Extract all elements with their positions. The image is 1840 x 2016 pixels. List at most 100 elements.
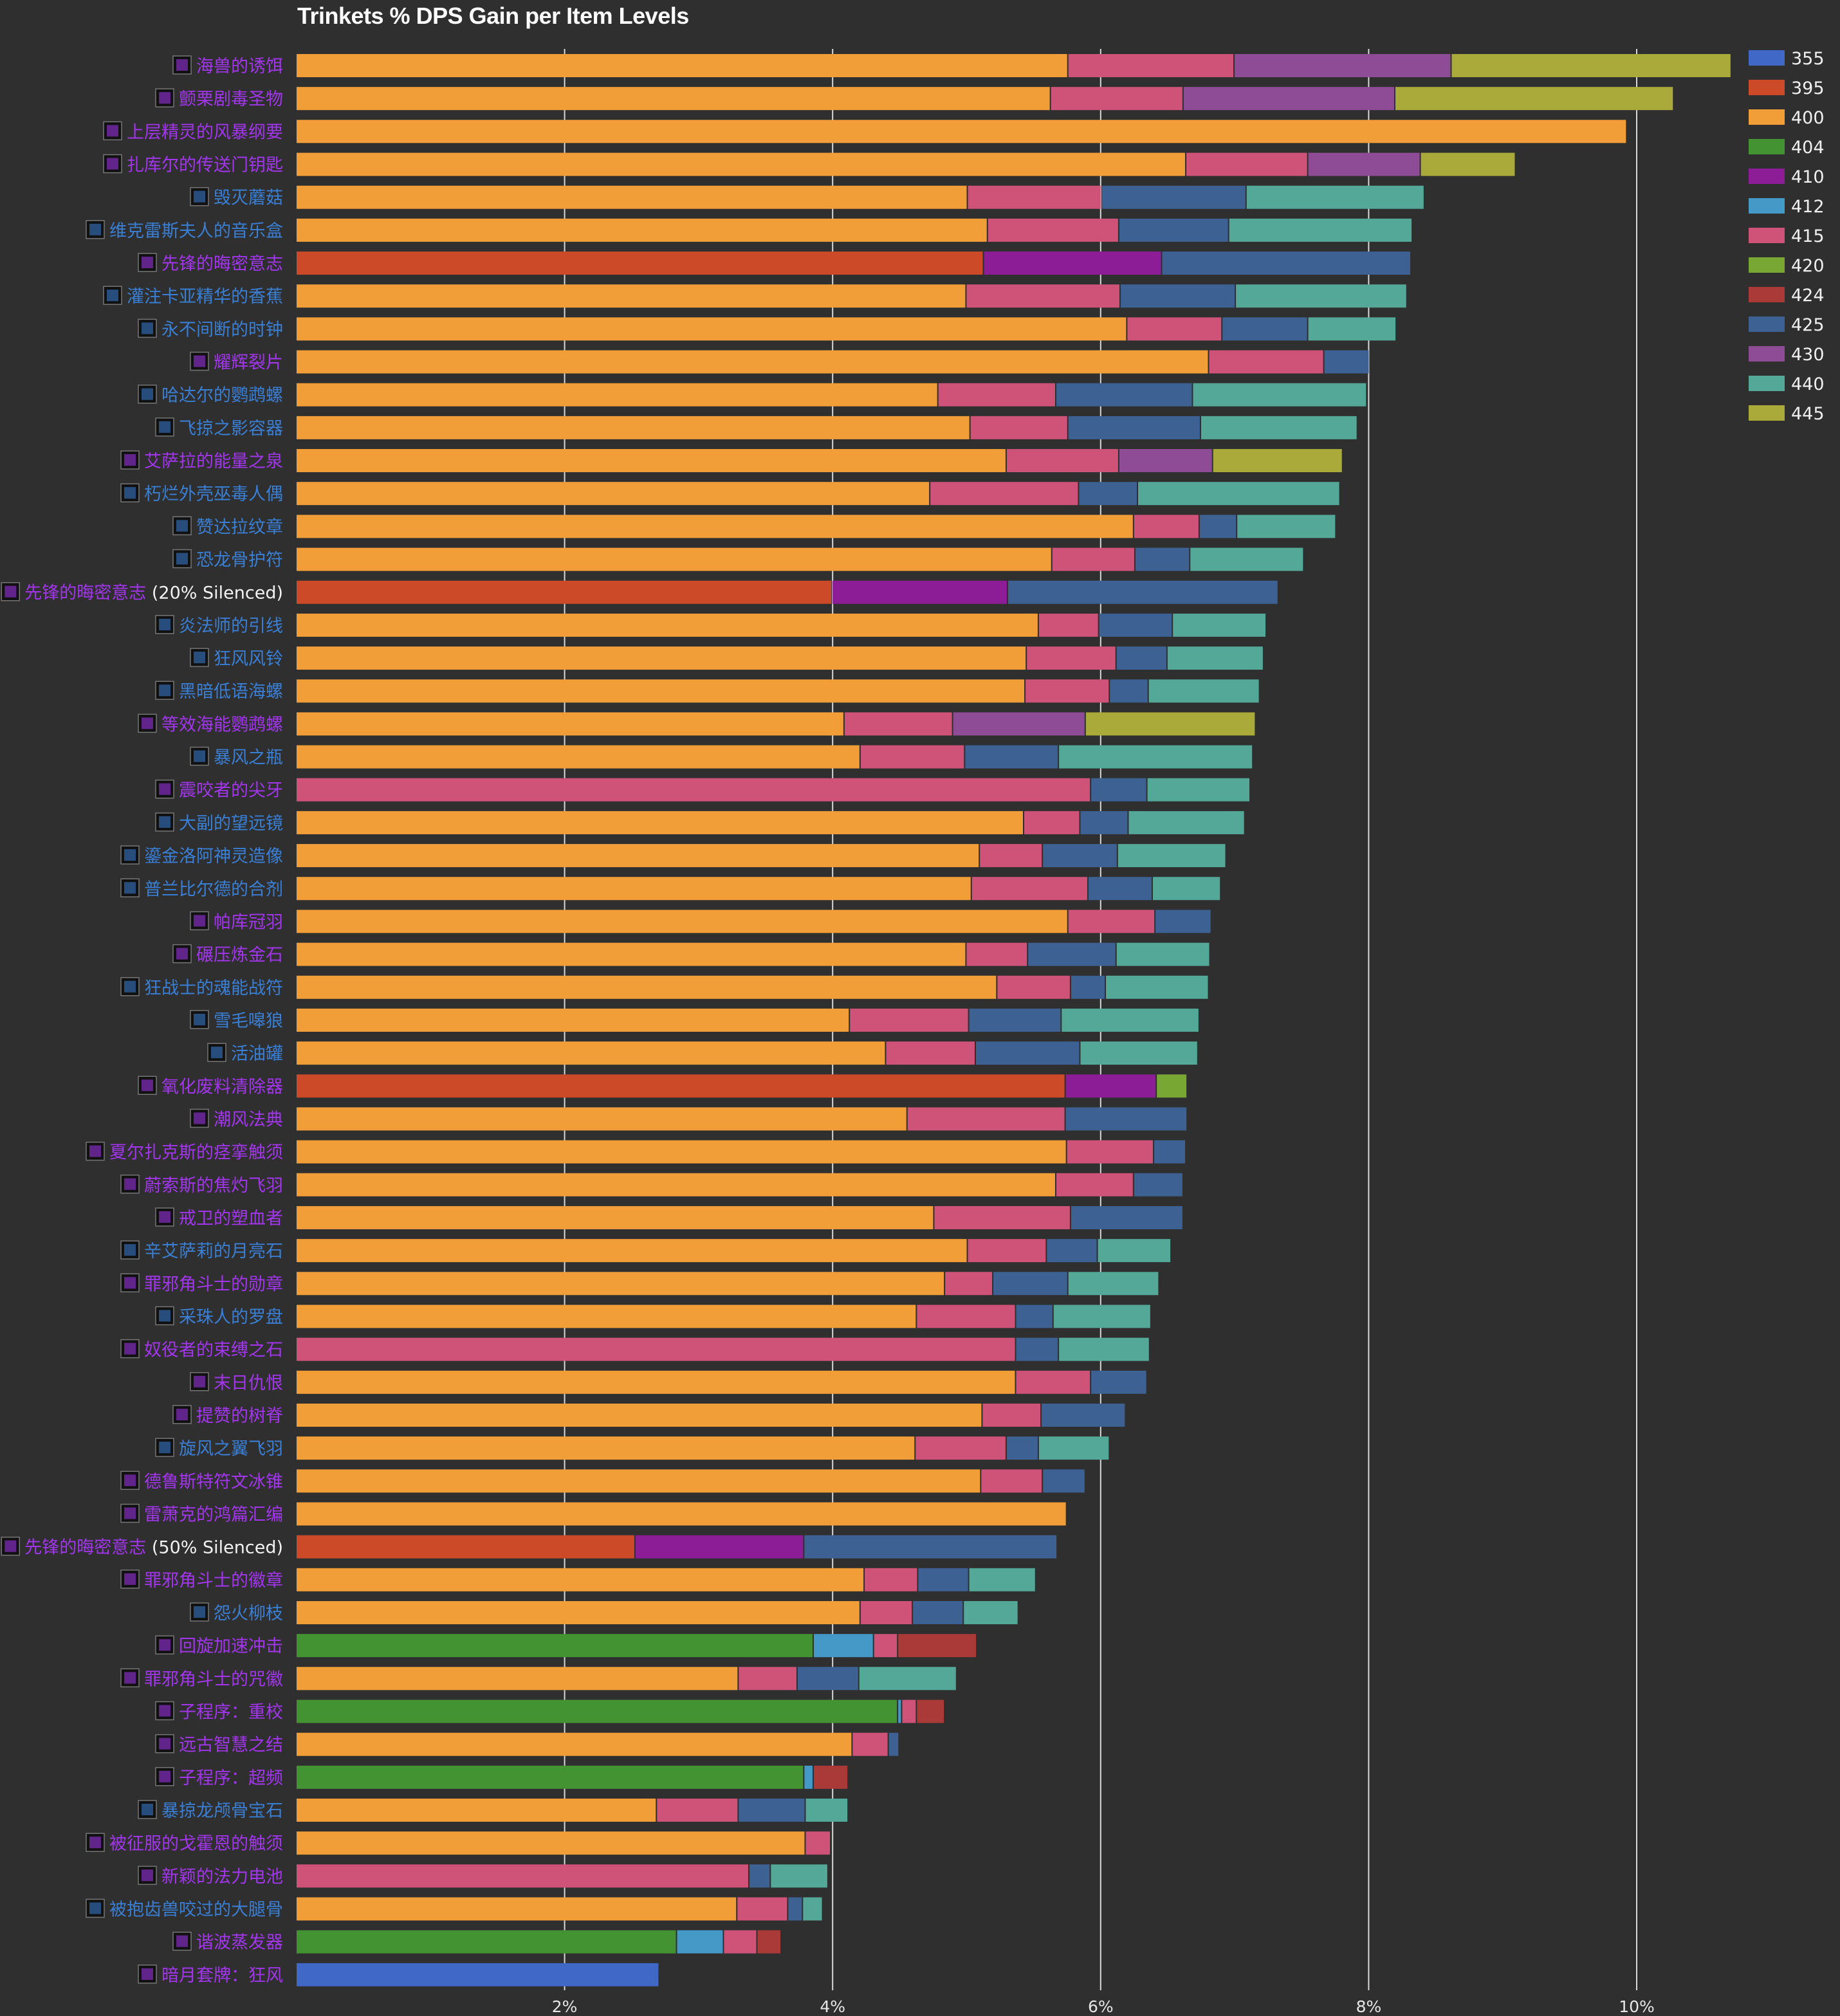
bar-segment-400 (297, 1239, 967, 1263)
item-name: 潮风法典 (214, 1110, 283, 1130)
bar-segment-400 (297, 1732, 852, 1756)
bar-segment-415 (1186, 152, 1307, 176)
bar-row (297, 580, 1278, 604)
bar-segment-425 (993, 1272, 1067, 1296)
legend-item-400: 400 (1749, 108, 1825, 128)
bar-row (297, 942, 1210, 966)
legend-label: 445 (1791, 404, 1825, 424)
howler-icon (190, 1010, 209, 1029)
bar-segment-440 (969, 1568, 1035, 1591)
bar-segment-425 (788, 1897, 802, 1921)
bar-segment-425 (1043, 1469, 1085, 1493)
bar-row (297, 1403, 1125, 1427)
item-name: 雷萧克的鸿篇汇编 (144, 1505, 283, 1525)
item-suffix: (50% Silenced) (146, 1538, 283, 1558)
badge-icon (120, 1570, 140, 1589)
bar-segment-415 (1068, 54, 1234, 77)
category-label: 等效海能鹦鹉螺 (161, 715, 283, 735)
feather-icon (120, 1175, 140, 1194)
bar-segment-425 (913, 1600, 963, 1624)
bar-row (297, 1205, 1182, 1229)
bar-segment-415 (844, 712, 952, 736)
bar-segment-445 (1395, 87, 1673, 111)
bar-segment-425 (1091, 1370, 1146, 1394)
bar-row (297, 1930, 780, 1954)
bar-segment-425 (1154, 1140, 1186, 1164)
bar-row (297, 547, 1303, 571)
bar-segment-400 (297, 1140, 1066, 1164)
bar-segment-415 (997, 975, 1070, 999)
bar-segment-400 (297, 350, 1208, 374)
portal-key-icon (103, 154, 122, 174)
item-name: 活油罐 (231, 1044, 283, 1064)
legend-swatch (1749, 287, 1785, 302)
bar-segment-415 (988, 218, 1118, 242)
bar-segment-425 (1016, 1337, 1058, 1361)
bar-segment-440 (1237, 515, 1336, 538)
item-name: 奴役者的束缚之石 (144, 1341, 283, 1361)
item-name: 毁灭蘑菇 (214, 188, 283, 208)
item-name: 德鲁斯特符文冰锥 (144, 1472, 283, 1492)
binding-stone-icon (120, 1339, 140, 1359)
legend-swatch (1749, 169, 1785, 184)
category-label: 艾萨拉的能量之泉 (144, 452, 283, 472)
legend-label: 355 (1791, 49, 1825, 69)
bar-segment-395 (297, 1074, 1065, 1098)
bar-segment-400 (297, 811, 1023, 834)
bar-row (297, 778, 1250, 802)
bar-segment-400 (297, 1831, 805, 1855)
bar-segment-440 (1173, 613, 1266, 637)
category-label: 永不间断的时钟 (161, 320, 283, 340)
circuit-icon (172, 1931, 192, 1951)
bar-segment-440 (1138, 482, 1339, 506)
category-label: 耀辉裂片 (214, 353, 283, 373)
bar-row (297, 1272, 1159, 1296)
bar-segment-440 (964, 1600, 1018, 1624)
bar-segment-400 (297, 877, 971, 901)
category-label: 先锋的晦密意志 (161, 254, 283, 274)
bar-segment-425 (1199, 515, 1237, 538)
category-label: 恐龙骨护符 (196, 551, 283, 571)
bar-segment-425 (969, 1008, 1061, 1032)
war-token-icon (120, 977, 140, 996)
bar-row (297, 646, 1263, 670)
bar-segment-400 (297, 1897, 737, 1921)
bar-row (297, 1732, 899, 1756)
bar-segment-400 (297, 449, 1006, 473)
item-name: 哈达尔的鹦鹉螺 (161, 386, 283, 406)
legend-label: 440 (1791, 374, 1825, 394)
bar-segment-415 (1134, 515, 1199, 538)
legend-label: 424 (1791, 286, 1825, 306)
bar-segment-415 (938, 383, 1055, 407)
bar-segment-425 (1080, 811, 1128, 834)
bar-segment-395 (297, 1535, 634, 1559)
bar-segment-395 (297, 252, 983, 275)
alchemist-stone-icon (172, 944, 192, 964)
bar-segment-445 (1421, 152, 1515, 176)
bar-segment-415 (724, 1930, 757, 1954)
bar-segment-400 (297, 1272, 944, 1296)
bar-segment-425 (1006, 1436, 1038, 1460)
bar-row (297, 877, 1220, 901)
medallion-icon (120, 1273, 140, 1293)
bar-segment-440 (1038, 1436, 1109, 1460)
bar-segment-415 (934, 1205, 1070, 1229)
legend-item-395: 395 (1749, 78, 1825, 98)
item-name: 子程序：超频 (179, 1768, 283, 1788)
bar-segment-412 (804, 1765, 813, 1789)
bar-row (297, 449, 1342, 473)
bar-segment-425 (1135, 547, 1190, 571)
bar-segment-440 (859, 1667, 956, 1691)
bar-segment-424 (813, 1765, 848, 1789)
item-name: 帕库冠羽 (214, 912, 283, 932)
bar-segment-425 (918, 1568, 968, 1591)
item-name: 末日仇恨 (214, 1373, 283, 1393)
x-tick-label: 2% (552, 1997, 578, 2016)
chart-title: Trinkets % DPS Gain per Item Levels (297, 3, 689, 29)
bar-segment-415 (1068, 910, 1155, 933)
item-name: 耀辉裂片 (214, 353, 283, 373)
category-label: 帕库冠羽 (214, 912, 283, 932)
item-name: 罪邪角斗士的勋章 (144, 1274, 283, 1294)
item-name: 扎库尔的传送门钥匙 (127, 156, 283, 176)
bar-segment-424 (898, 1634, 977, 1658)
